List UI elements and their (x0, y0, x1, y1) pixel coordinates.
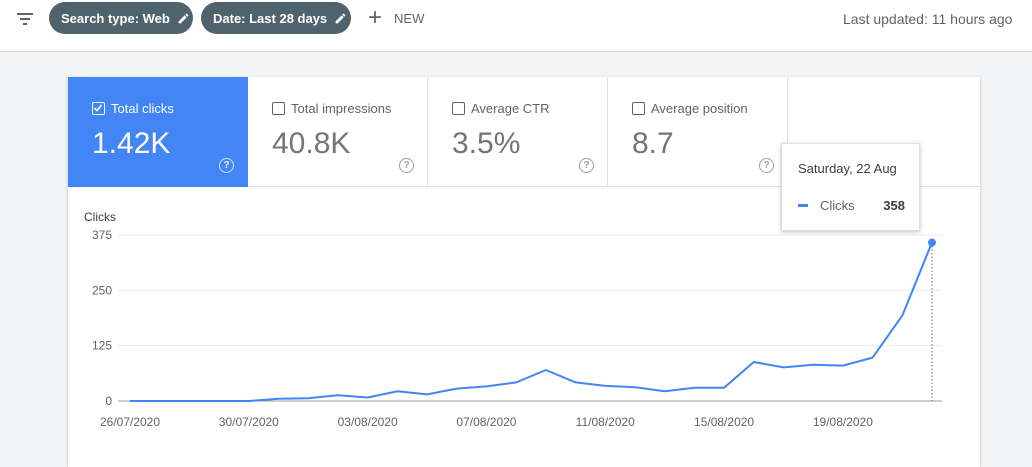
y-axis-label: Clicks (84, 210, 116, 224)
clicks-series-line (130, 242, 933, 402)
help-icon[interactable]: ? (759, 158, 774, 173)
chart-tooltip: Saturday, 22 Aug Clicks 358 (781, 143, 920, 231)
y-tick-label: 125 (92, 339, 112, 353)
pencil-icon (177, 12, 190, 25)
highlighted-data-point (928, 238, 936, 247)
tooltip-date: Saturday, 22 Aug (798, 161, 897, 176)
checkbox-checked-icon[interactable] (92, 102, 105, 115)
metric-label: Average CTR (471, 101, 550, 116)
metric-value: 8.7 (632, 127, 674, 160)
metric-label-row: Average position (632, 101, 748, 116)
help-icon[interactable]: ? (399, 158, 414, 173)
metric-value: 3.5% (452, 127, 521, 160)
y-tick-label: 0 (105, 394, 112, 408)
x-tick-label: 15/08/2020 (694, 415, 754, 429)
y-tick-label: 375 (92, 228, 112, 242)
clicks-line-chart: Clicks 0 125 250 375 26/07/2020 30/07/2020 03/0… (84, 210, 942, 429)
checkbox-unchecked-icon[interactable] (632, 102, 645, 115)
date-range-chip[interactable]: Date: Last 28 days (201, 2, 351, 34)
metric-value: 40.8K (272, 127, 351, 160)
x-tick-label: 03/08/2020 (338, 415, 398, 429)
new-filter-button[interactable]: + NEW (368, 4, 424, 32)
metric-total-impressions[interactable]: Total impressions 40.8K ? (248, 77, 428, 187)
metric-total-clicks[interactable]: Total clicks 1.42K ? (68, 77, 248, 187)
x-tick-label: 19/08/2020 (813, 415, 873, 429)
filter-icon[interactable] (14, 9, 36, 29)
search-type-chip[interactable]: Search type: Web (49, 2, 193, 34)
metric-value: 1.42K (92, 127, 171, 160)
y-tick-label: 250 (92, 283, 112, 297)
tooltip-series-name: Clicks (820, 198, 855, 213)
help-icon[interactable]: ? (579, 158, 594, 173)
x-tick-label: 30/07/2020 (219, 415, 279, 429)
metric-label-row: Average CTR (452, 101, 550, 116)
x-tick-label: 11/08/2020 (576, 415, 635, 429)
metric-label: Total impressions (291, 101, 392, 116)
checkbox-unchecked-icon[interactable] (272, 102, 285, 115)
tooltip-value: 358 (883, 198, 905, 213)
new-label: NEW (394, 10, 425, 26)
metric-label: Total clicks (111, 101, 174, 116)
pencil-icon (334, 12, 347, 25)
x-tick-label: 26/07/2020 (100, 415, 160, 429)
metric-average-ctr[interactable]: Average CTR 3.5% ? (428, 77, 608, 187)
metric-label-row: Total impressions (272, 101, 391, 116)
metric-average-position[interactable]: Average position 8.7 ? (608, 77, 788, 187)
checkbox-unchecked-icon[interactable] (452, 102, 465, 115)
series-swatch (798, 204, 808, 207)
tooltip-row: Clicks 358 (798, 198, 905, 213)
metric-label: Average position (651, 101, 748, 116)
chip-label: Search type: Web (61, 10, 170, 26)
plus-icon: + (368, 4, 383, 31)
x-tick-label: 07/08/2020 (456, 415, 516, 429)
last-updated-text: Last updated: 11 hours ago (843, 11, 1013, 27)
chip-label: Date: Last 28 days (213, 10, 328, 26)
metric-label-row: Total clicks (92, 101, 174, 116)
help-icon[interactable]: ? (219, 158, 234, 173)
top-toolbar: Search type: Web Date: Last 28 days + NE… (0, 0, 1032, 52)
